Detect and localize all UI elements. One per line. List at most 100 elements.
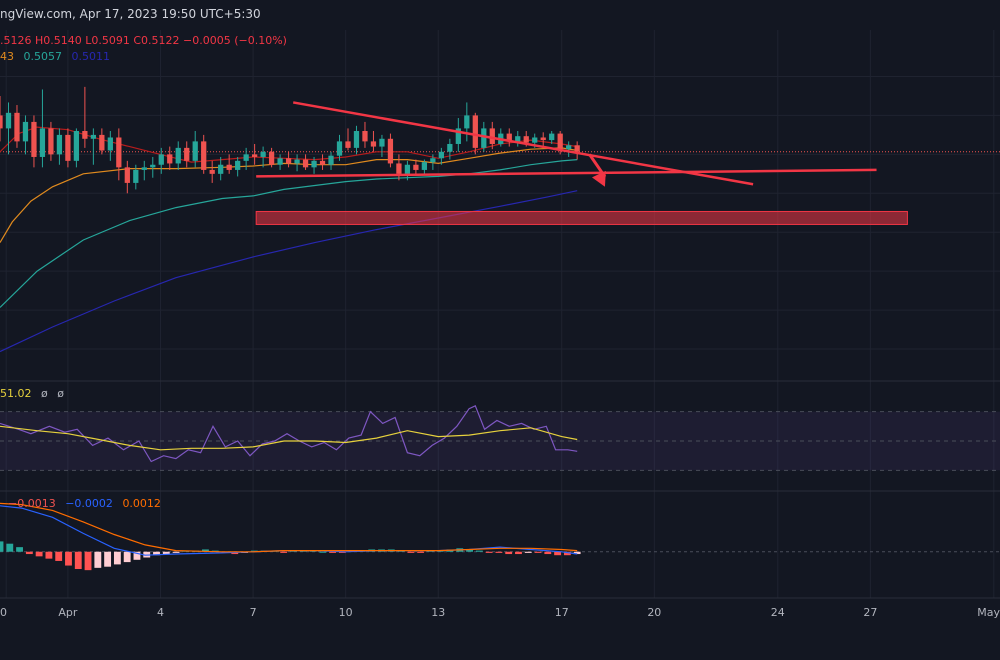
candle-down	[167, 154, 173, 164]
candle-up	[141, 167, 147, 170]
macd-histogram-bar	[123, 551, 131, 563]
macd-histogram-bar	[329, 551, 337, 553]
candle-up	[353, 131, 360, 148]
macd-histogram-bar	[573, 551, 581, 555]
candle-down	[99, 134, 105, 151]
x-tick-label: 4	[157, 606, 164, 619]
macd-histogram-bar	[6, 543, 14, 552]
macd-hist-value: −0.0013	[8, 497, 56, 510]
candle-down	[116, 137, 122, 168]
x-tick-label: 27	[863, 606, 877, 619]
rsi-value: 51.02	[0, 387, 32, 400]
macd-histogram-bar	[153, 551, 160, 556]
macd-histogram-bar	[113, 551, 121, 565]
macd-histogram-bar	[417, 551, 425, 553]
candle-down	[285, 158, 292, 164]
candle-down	[184, 147, 190, 161]
macd-histogram-bar	[55, 551, 63, 561]
macd-histogram-bar	[544, 551, 552, 555]
candle-up	[532, 137, 538, 143]
macd-histogram-bar	[45, 551, 53, 559]
rsi-extra-a: ø	[41, 387, 48, 400]
x-tick-label: 20	[647, 606, 661, 619]
candle-up	[294, 159, 300, 164]
candle-up	[56, 134, 63, 155]
rsi-extra-b: ø	[57, 387, 64, 400]
macd-histogram-bar	[202, 549, 209, 552]
candle-up	[379, 138, 385, 147]
candle-up	[22, 121, 29, 142]
moving-average-line	[0, 159, 578, 308]
candle-down	[0, 115, 3, 129]
grid	[0, 30, 1000, 598]
rsi-line	[0, 404, 578, 463]
rsi-ma-line	[0, 425, 578, 451]
macd-histogram-bar	[338, 551, 346, 553]
time-axis: 0 Apr 4 7 10 13 17 20 24 27 May	[0, 606, 1000, 619]
candle-up	[447, 143, 453, 152]
candle-down	[540, 137, 546, 141]
macd-histogram-bar	[74, 551, 82, 569]
candle-up	[5, 112, 12, 129]
macd-histogram-bar	[466, 549, 473, 552]
rsi-legend: 51.02 ø ø	[0, 387, 64, 400]
candle-up	[336, 141, 343, 156]
candle-down	[413, 164, 419, 170]
candle-down	[574, 145, 580, 152]
price-pane	[0, 86, 1000, 353]
candle-up	[430, 158, 436, 163]
candle-down	[65, 134, 71, 161]
candle-up	[328, 155, 334, 165]
moving-average-line	[0, 190, 578, 353]
macd-histogram-bar	[84, 551, 92, 571]
macd-histogram-bar	[475, 550, 483, 552]
x-tick-label: 0	[0, 606, 7, 619]
macd-value: −0.0002	[65, 497, 113, 510]
candle-up	[438, 151, 444, 159]
x-tick-label: May	[977, 606, 1000, 619]
macd-histogram-bar	[35, 551, 43, 557]
macd-histogram-bar	[162, 551, 170, 555]
candle-down	[48, 128, 54, 155]
macd-histogram-bar	[515, 551, 522, 555]
candle-down	[209, 169, 215, 174]
candle-down	[319, 160, 326, 165]
candle-up	[260, 151, 266, 157]
candle-down	[396, 163, 402, 174]
ohlc-values: .5126 H0.5140 L0.5091 C0.5122 −0.0005 (−…	[0, 34, 287, 47]
candle-up	[133, 169, 139, 183]
macd-signal-line	[0, 502, 578, 553]
macd-legend: −0.0013 −0.0002 0.0012	[8, 497, 161, 510]
candle-up	[158, 154, 164, 165]
x-tick-label: 13	[431, 606, 445, 619]
candle-up	[421, 162, 428, 170]
candle-up	[39, 128, 46, 157]
target-zone-box	[255, 210, 908, 225]
candle-up	[150, 164, 156, 168]
ma-value-a: 43	[0, 50, 14, 63]
resistance-trendline	[292, 101, 754, 186]
candle-down	[472, 115, 478, 148]
macd-histogram-bar	[505, 551, 513, 555]
candle-up	[549, 133, 555, 141]
macd-histogram-bar	[94, 551, 102, 568]
macd-histogram-bar	[407, 551, 415, 553]
candle-down	[489, 128, 495, 144]
candle-up	[566, 145, 572, 150]
candle-up	[235, 160, 241, 170]
macd-histogram-bar	[495, 551, 503, 553]
macd-histogram-bar	[485, 551, 493, 553]
candle-down	[251, 154, 258, 157]
candle-down	[387, 138, 394, 164]
candle-up	[277, 158, 283, 165]
rsi-pane	[0, 404, 1000, 471]
macd-histogram-bar	[0, 541, 4, 552]
bearish-arrow-head	[591, 170, 606, 187]
macd-histogram-bar	[554, 551, 562, 556]
x-tick-label: 24	[771, 606, 785, 619]
macd-line	[0, 505, 578, 556]
x-tick-label: 7	[250, 606, 257, 619]
candle-up	[243, 154, 249, 161]
candle-up	[107, 137, 113, 151]
